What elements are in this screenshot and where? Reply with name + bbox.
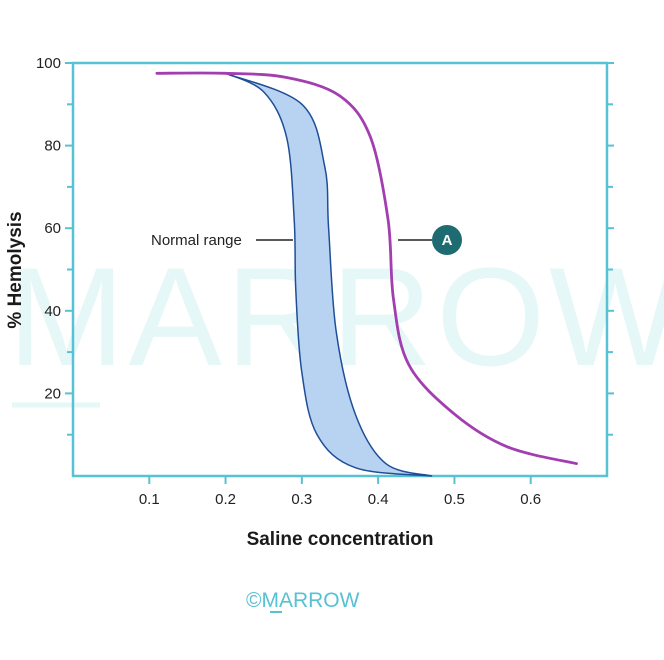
y-tick-label: 80 [44, 138, 61, 155]
annotations: Normal range A [151, 225, 462, 255]
x-tick-label: 0.1 [139, 491, 160, 508]
series-a-line [155, 71, 578, 465]
marker-a-label: A [442, 232, 453, 249]
normal-range-label: Normal range [151, 232, 242, 249]
y-tick-label: 20 [44, 385, 61, 402]
y-tick-label: 40 [44, 303, 61, 320]
y-axis-title: % Hemolysis [5, 211, 26, 328]
x-tick-label: 0.3 [291, 491, 312, 508]
axes: 20 40 60 80 100 0.1 0.2 0.3 0.4 0.5 0.6 [36, 55, 614, 508]
series-group [155, 71, 578, 465]
y-tick-label: 100 [36, 55, 61, 72]
normal-range-band-group [224, 72, 433, 477]
normal-range-band [224, 72, 433, 477]
copyright-text: ©MARROW [246, 589, 360, 612]
x-tick-label: 0.5 [444, 491, 465, 508]
y-tick-label: 60 [44, 220, 61, 237]
x-axis-title: Saline concentration [247, 529, 434, 550]
marker-a-circle [432, 225, 462, 255]
x-tick-label: 0.6 [520, 491, 541, 508]
x-tick-label: 0.2 [215, 491, 236, 508]
x-tick-label: 0.4 [368, 491, 389, 508]
